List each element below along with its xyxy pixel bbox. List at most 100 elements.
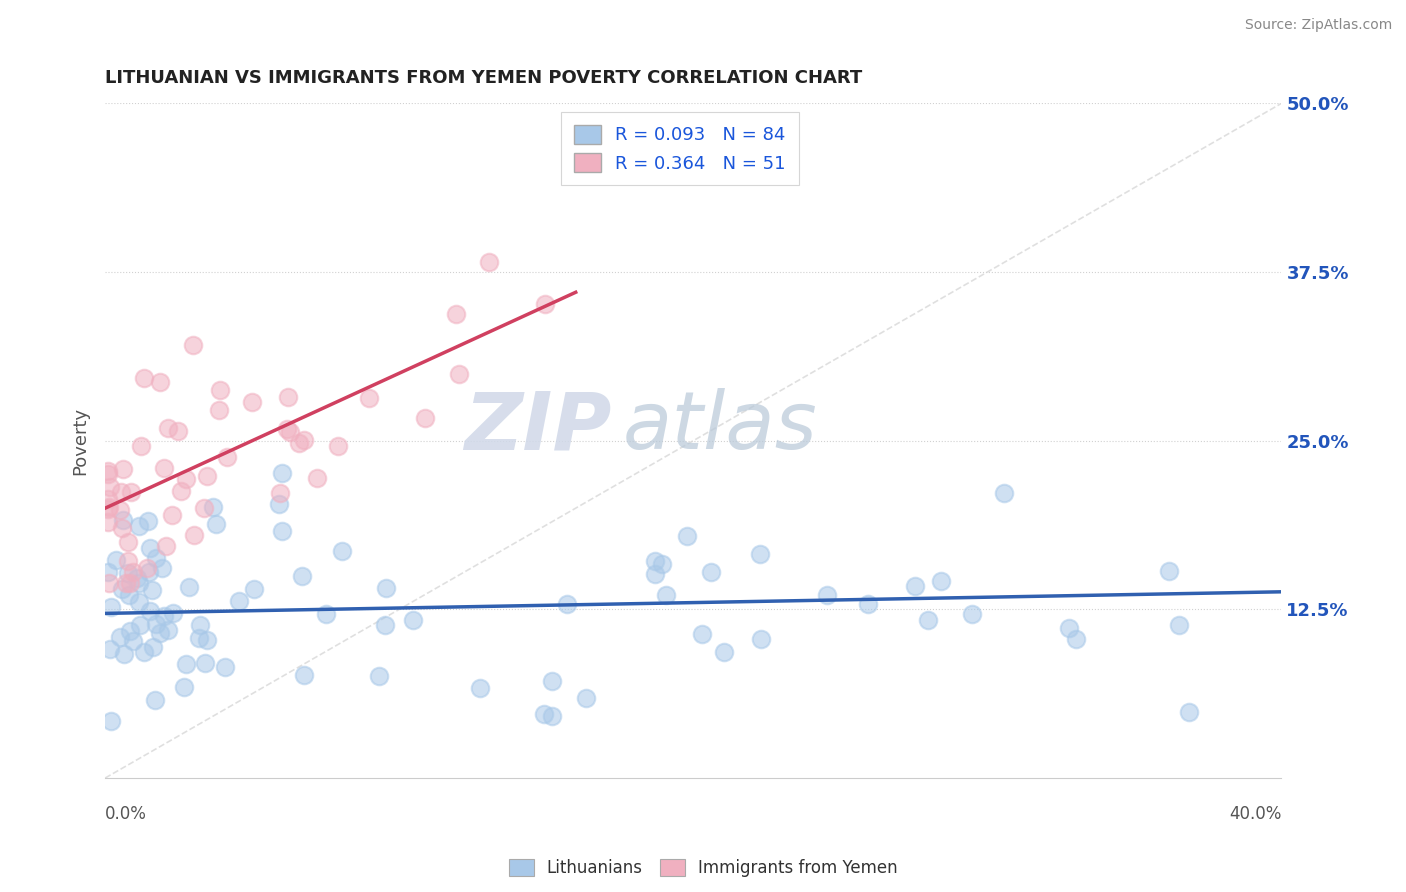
Point — [444, 307, 467, 321]
Text: ZIP: ZIP — [464, 388, 612, 467]
Point — [128, 576, 150, 591]
Point — [368, 669, 391, 683]
Point — [575, 690, 598, 705]
Point — [152, 461, 174, 475]
Point — [129, 617, 152, 632]
Point — [208, 403, 231, 417]
Point — [330, 543, 353, 558]
Point — [117, 535, 139, 549]
Point — [143, 693, 166, 707]
Point — [374, 581, 396, 595]
Point — [533, 297, 555, 311]
Point — [128, 595, 150, 609]
Point — [117, 554, 139, 568]
Point — [139, 604, 162, 618]
Point — [193, 500, 215, 515]
Point — [748, 547, 770, 561]
Point — [121, 565, 143, 579]
Point — [749, 632, 772, 646]
Point — [115, 575, 138, 590]
Point — [555, 597, 578, 611]
Point — [97, 500, 120, 514]
Point — [276, 422, 298, 436]
Point — [132, 371, 155, 385]
Point — [145, 617, 167, 632]
Point — [169, 483, 191, 498]
Point — [242, 582, 264, 596]
Point — [181, 337, 204, 351]
Point — [291, 569, 314, 583]
Point — [155, 539, 177, 553]
Point — [305, 471, 328, 485]
Point — [160, 508, 183, 523]
Point — [644, 566, 666, 581]
Point — [98, 642, 121, 657]
Point — [315, 607, 337, 621]
Point — [690, 626, 713, 640]
Point — [197, 469, 219, 483]
Point — [904, 579, 927, 593]
Point — [270, 524, 292, 539]
Point — [1064, 632, 1087, 646]
Point — [1057, 621, 1080, 635]
Point — [655, 588, 678, 602]
Point — [205, 516, 228, 531]
Legend: Lithuanians, Immigrants from Yemen: Lithuanians, Immigrants from Yemen — [502, 852, 904, 884]
Point — [374, 618, 396, 632]
Point — [97, 492, 120, 507]
Point — [108, 630, 131, 644]
Point — [120, 484, 142, 499]
Point — [960, 607, 983, 621]
Point — [815, 588, 838, 602]
Point — [328, 439, 350, 453]
Point — [157, 421, 180, 435]
Point — [108, 502, 131, 516]
Point — [97, 515, 120, 529]
Point — [134, 645, 156, 659]
Point — [713, 645, 735, 659]
Legend: R = 0.093   N = 84, R = 0.364   N = 51: R = 0.093 N = 84, R = 0.364 N = 51 — [561, 112, 799, 186]
Point — [402, 613, 425, 627]
Point — [214, 660, 236, 674]
Point — [122, 633, 145, 648]
Point — [478, 254, 501, 268]
Point — [136, 560, 159, 574]
Point — [128, 519, 150, 533]
Point — [149, 375, 172, 389]
Point — [152, 608, 174, 623]
Point — [541, 709, 564, 723]
Point — [117, 566, 139, 581]
Point — [97, 467, 120, 481]
Point — [269, 485, 291, 500]
Point — [176, 657, 198, 672]
Point — [111, 582, 134, 597]
Point — [174, 472, 197, 486]
Point — [183, 528, 205, 542]
Text: Source: ZipAtlas.com: Source: ZipAtlas.com — [1244, 18, 1392, 32]
Point — [856, 597, 879, 611]
Point — [215, 450, 238, 464]
Point — [929, 574, 952, 588]
Point — [676, 529, 699, 543]
Point — [187, 631, 209, 645]
Point — [240, 395, 263, 409]
Point — [156, 623, 179, 637]
Point — [149, 626, 172, 640]
Point — [195, 633, 218, 648]
Point — [98, 576, 121, 591]
Point — [201, 500, 224, 515]
Text: atlas: atlas — [623, 388, 817, 467]
Point — [193, 656, 215, 670]
Point — [269, 497, 291, 511]
Point — [97, 566, 120, 580]
Point — [651, 558, 673, 572]
Point — [111, 513, 134, 527]
Point — [127, 571, 149, 585]
Point — [100, 599, 122, 614]
Point — [104, 553, 127, 567]
Point — [177, 580, 200, 594]
Point — [188, 617, 211, 632]
Point — [150, 560, 173, 574]
Point — [1177, 705, 1199, 719]
Point — [110, 484, 132, 499]
